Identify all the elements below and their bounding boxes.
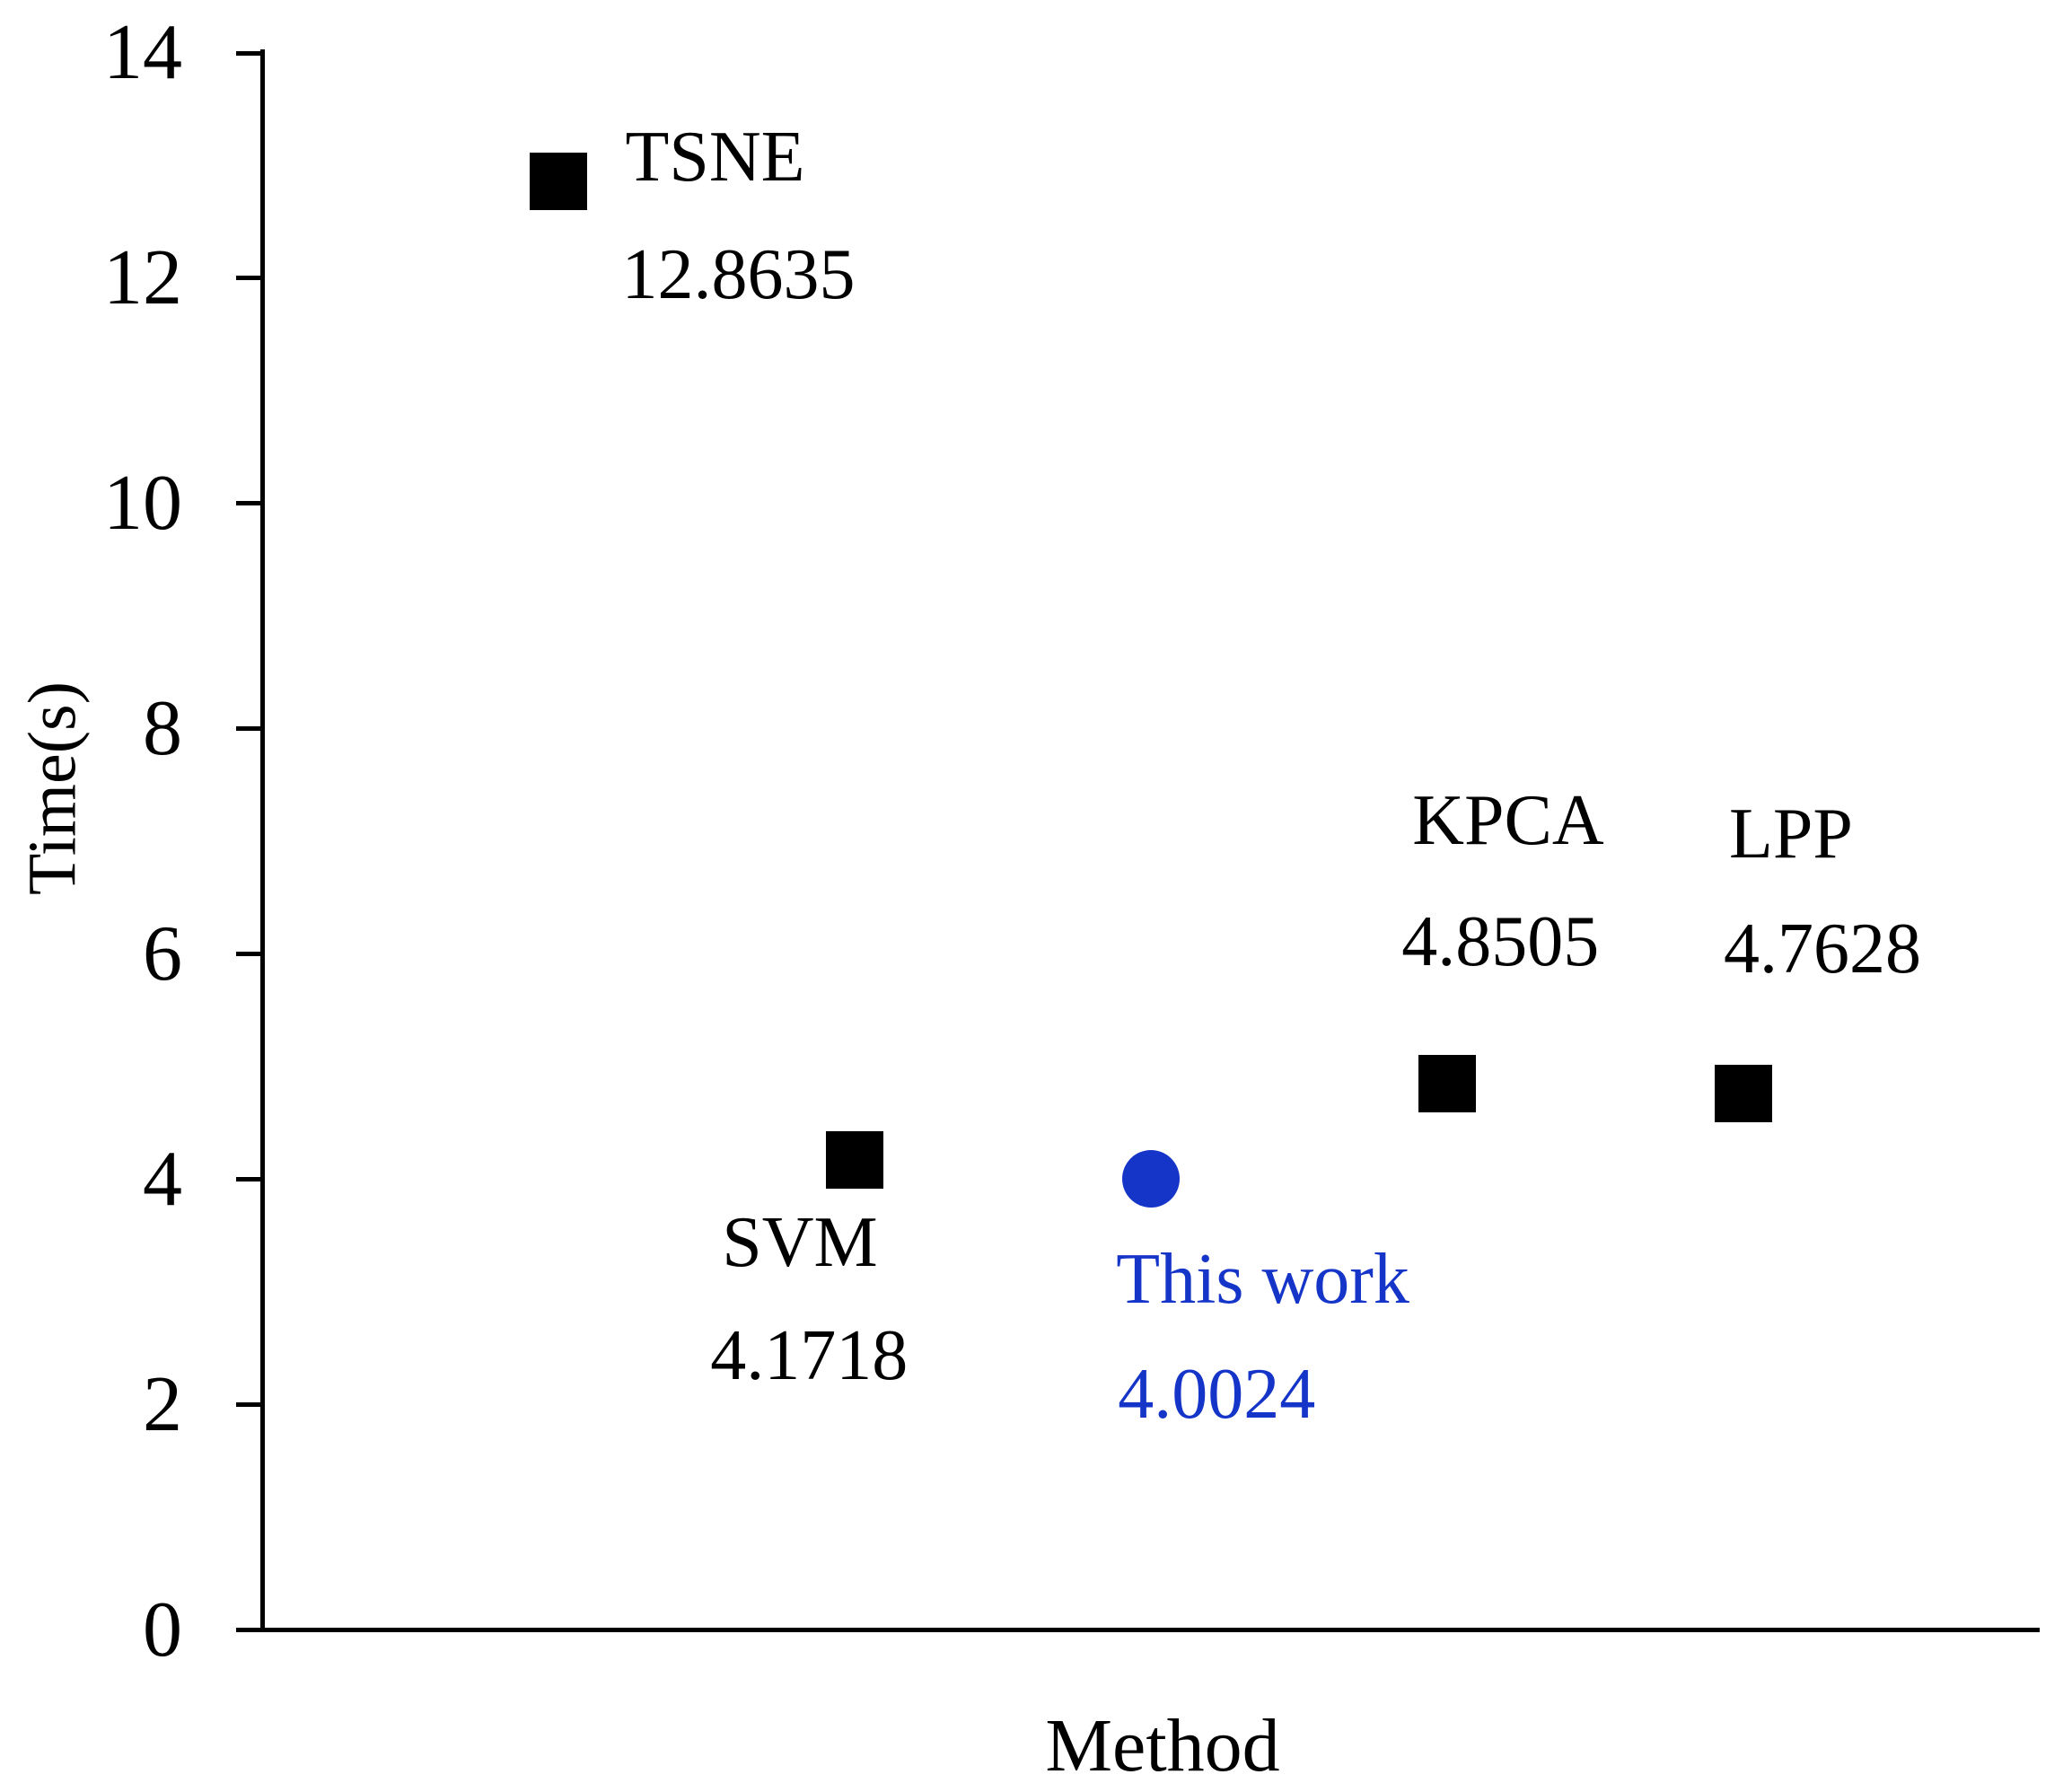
y-tick [236, 1177, 260, 1182]
data-point-marker-this-work [1122, 1150, 1181, 1208]
y-tick-label: 0 [143, 1586, 182, 1673]
y-tick-label: 10 [103, 459, 182, 547]
y-axis-line [260, 49, 265, 1632]
point-name-label-kpca: KPCA [1412, 780, 1604, 860]
y-tick [236, 501, 260, 506]
point-value-label-kpca: 4.8505 [1401, 901, 1600, 981]
point-name-label-lpp: LPP [1729, 794, 1853, 874]
data-point-marker-lpp [1715, 1064, 1773, 1122]
data-point-marker-svm [826, 1131, 884, 1190]
data-point-marker-kpca [1418, 1054, 1477, 1112]
y-tick [236, 1402, 260, 1408]
y-tick-label: 4 [143, 1135, 182, 1223]
y-tick-label: 12 [103, 233, 182, 321]
y-tick [236, 952, 260, 957]
x-axis-title: Method [1045, 1704, 1280, 1788]
point-name-label-tsne: TSNE [625, 117, 805, 197]
x-axis-line [236, 1628, 2040, 1632]
y-tick-label: 8 [143, 684, 182, 772]
point-value-label-lpp: 4.7628 [1724, 909, 1922, 988]
y-tick [236, 50, 260, 56]
y-tick-label: 14 [103, 9, 182, 96]
y-tick [236, 726, 260, 732]
y-tick-label: 6 [143, 909, 182, 997]
point-name-label-this-work: This work [1116, 1240, 1409, 1320]
point-value-label-svm: 4.1718 [710, 1316, 909, 1396]
point-value-label-this-work: 4.0024 [1118, 1355, 1316, 1435]
y-tick-label: 2 [143, 1360, 182, 1448]
point-name-label-svm: SVM [722, 1203, 878, 1283]
point-value-label-tsne: 12.8635 [621, 234, 856, 314]
y-tick [236, 276, 260, 281]
data-point-marker-tsne [530, 152, 588, 210]
